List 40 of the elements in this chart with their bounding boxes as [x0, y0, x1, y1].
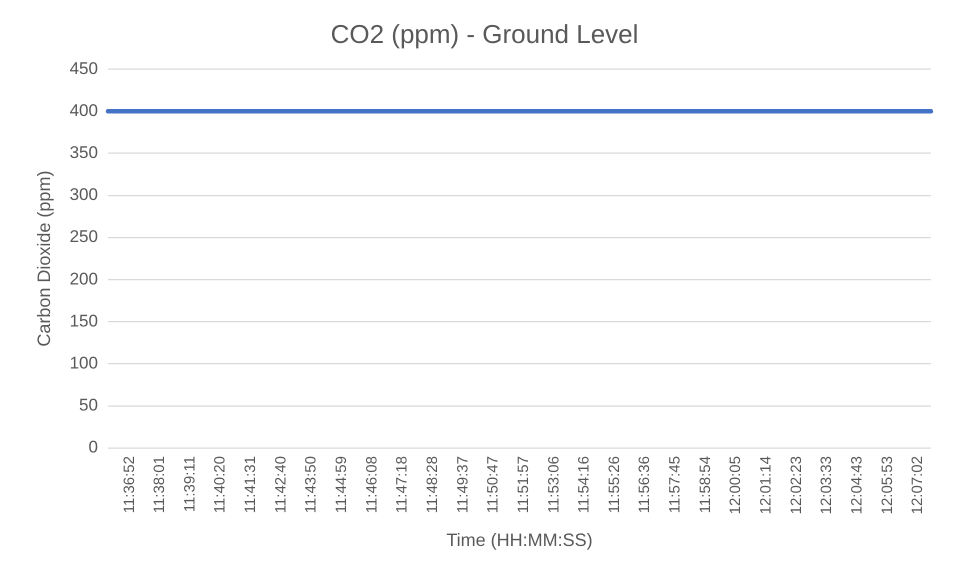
x-tick-label: 11:36:52 — [120, 456, 138, 514]
x-tick-label: 11:42:40 — [272, 456, 290, 514]
y-axis-title: Carbon Dioxide (ppm) — [34, 170, 54, 347]
x-tick-label: 11:50:47 — [484, 456, 502, 514]
x-tick-label: 11:38:01 — [151, 456, 168, 514]
x-tick-label: 11:51:57 — [514, 456, 532, 514]
x-tick-label: 12:05:53 — [878, 456, 896, 514]
x-tick-label: 11:54:16 — [576, 456, 593, 514]
y-tick-label: 250 — [70, 227, 98, 246]
x-tick-label: 11:55:26 — [606, 456, 623, 514]
x-tick-label: 11:44:59 — [333, 456, 350, 514]
y-tick-label: 400 — [70, 100, 98, 120]
x-tick-label: 11:41:31 — [242, 456, 260, 514]
y-tick-label: 300 — [70, 185, 98, 204]
x-tick-label: 12:00:05 — [727, 456, 744, 514]
x-tick-label: 11:56:36 — [636, 456, 654, 514]
y-tick-label: 450 — [70, 58, 98, 78]
x-tick-label: 11:57:45 — [666, 456, 684, 514]
x-tick-label: 12:03:33 — [818, 456, 836, 514]
x-tick-label: 11:48:28 — [424, 456, 441, 514]
y-tick-label: 50 — [79, 396, 98, 415]
x-tick-label: 11:43:50 — [302, 456, 320, 514]
x-tick-label: 11:46:08 — [363, 456, 380, 514]
x-tick-label: 11:53:06 — [545, 456, 562, 514]
x-tick-label: 11:47:18 — [394, 456, 411, 514]
y-tick-label: 100 — [70, 354, 98, 373]
y-tick-label: 200 — [70, 269, 98, 288]
x-tick-label: 12:01:14 — [758, 456, 775, 514]
y-tick-label: 0 — [88, 438, 98, 457]
x-tick-label: 12:02:23 — [788, 456, 805, 514]
x-tick-label: 11:58:54 — [696, 456, 714, 514]
y-tick-label: 350 — [70, 143, 98, 162]
chart-title: CO2 (ppm) - Ground Level — [330, 18, 638, 49]
y-tick-label: 150 — [70, 311, 98, 330]
x-axis-title: Time (HH:MM:SS) — [446, 530, 593, 550]
x-tick-label: 11:40:20 — [212, 456, 229, 514]
x-tick-label: 12:04:43 — [848, 456, 866, 514]
x-tick-label: 11:39:11 — [181, 456, 198, 512]
x-tick-label: 11:49:37 — [454, 456, 472, 514]
x-tick-label: 12:07:02 — [909, 456, 926, 514]
